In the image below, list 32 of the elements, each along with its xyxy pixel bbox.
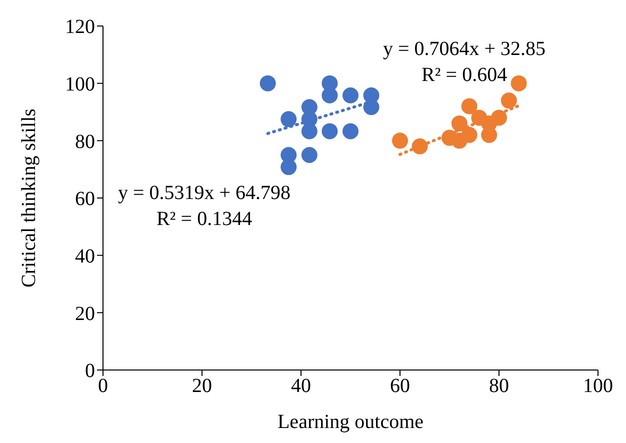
y-axis-title: Critical thinking skills bbox=[18, 108, 40, 288]
x-axis-title: Learning outcome bbox=[277, 411, 424, 433]
point bbox=[322, 87, 338, 104]
point bbox=[280, 159, 297, 176]
point bbox=[260, 75, 276, 92]
x-tick-label: 20 bbox=[192, 375, 212, 398]
point bbox=[510, 75, 527, 92]
annotation: y = 0.5319x + 64.798 R² = 0.1344 bbox=[118, 181, 291, 232]
point bbox=[461, 126, 478, 143]
point bbox=[322, 123, 338, 140]
y-tick-label: 100 bbox=[65, 73, 95, 96]
y-tick-label: 80 bbox=[75, 130, 95, 153]
point bbox=[301, 123, 318, 140]
x-tick-label: 100 bbox=[583, 375, 613, 398]
x-tick-label: 40 bbox=[291, 375, 311, 398]
point bbox=[461, 98, 478, 114]
point bbox=[280, 111, 297, 128]
point bbox=[301, 147, 318, 163]
y-tick-label: 120 bbox=[65, 16, 95, 38]
y-tick-label: 60 bbox=[75, 188, 95, 210]
x-tick-label: 80 bbox=[489, 375, 509, 398]
annotation: y = 0.7064x + 32.85 R² = 0.604 bbox=[383, 37, 546, 88]
x-tick-label: 60 bbox=[390, 375, 410, 398]
point bbox=[392, 132, 408, 149]
point bbox=[451, 115, 468, 132]
y-tick-label: 0 bbox=[85, 360, 95, 382]
point bbox=[363, 99, 380, 116]
y-tick-label: 20 bbox=[75, 302, 95, 325]
point bbox=[500, 92, 517, 109]
point bbox=[342, 87, 358, 104]
point bbox=[342, 123, 358, 140]
y-tick-label: 40 bbox=[75, 245, 95, 268]
